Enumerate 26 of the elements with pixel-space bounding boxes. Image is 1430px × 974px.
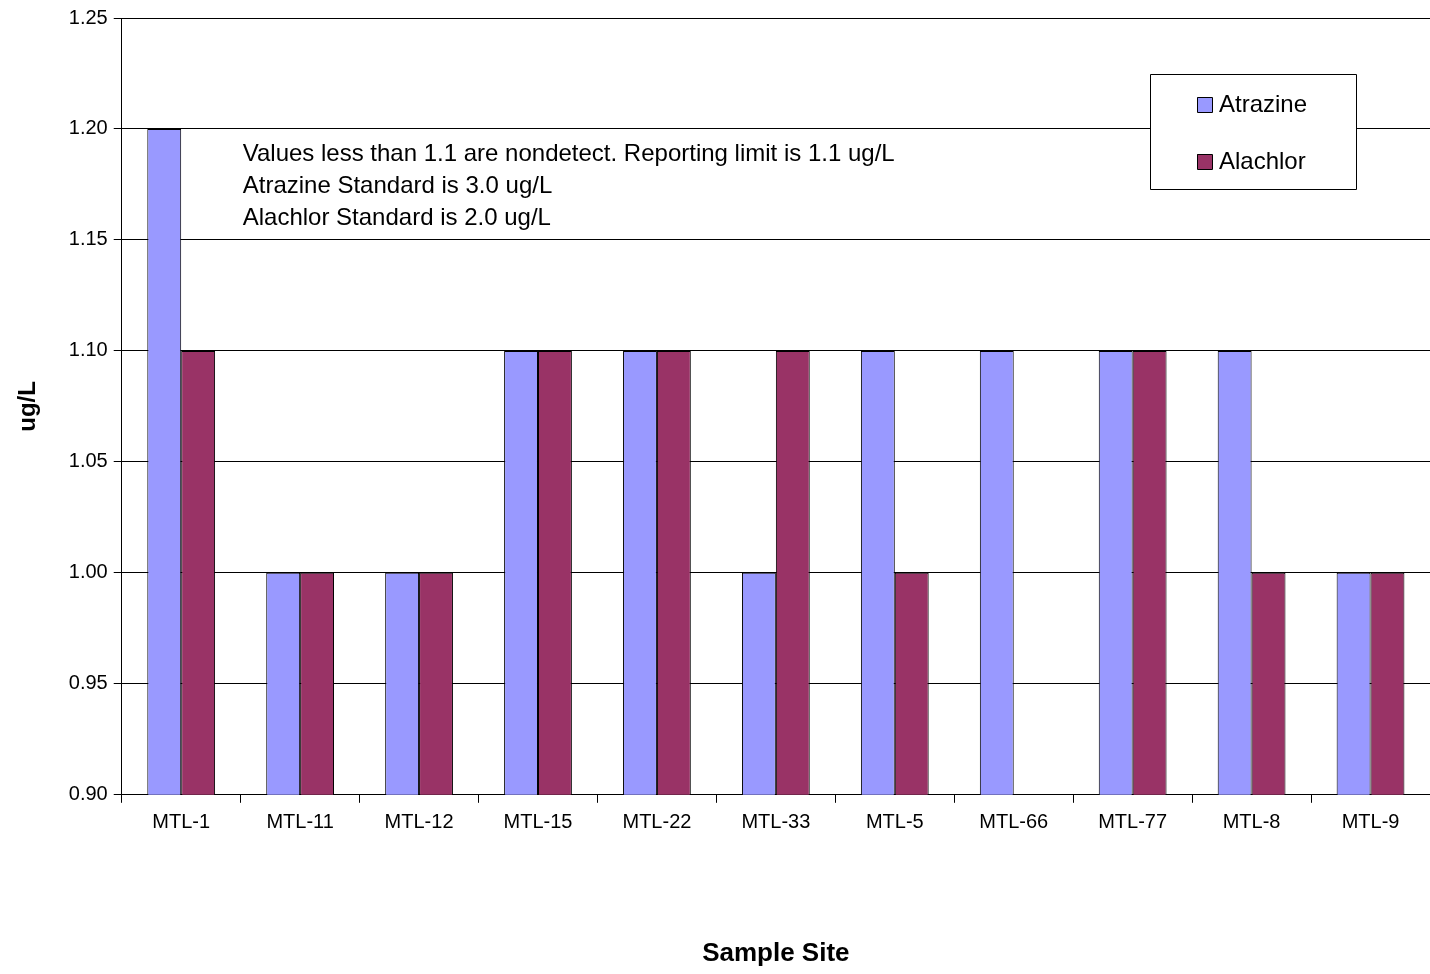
x-tick-label: MTL-9 xyxy=(1341,810,1400,833)
x-tick-label: MTL-12 xyxy=(384,810,454,833)
y-tick-label: 1.15 xyxy=(68,227,108,250)
y-tick-label: 0.95 xyxy=(68,671,108,694)
x-tick-label: MTL-8 xyxy=(1222,810,1281,833)
x-tick-label: MTL-22 xyxy=(622,810,692,833)
legend-label: Atrazine xyxy=(1219,89,1308,117)
y-axis-title: ug/L xyxy=(13,381,41,432)
y-tick-label: 1.10 xyxy=(68,338,108,361)
x-tick-label: MTL-33 xyxy=(741,810,811,833)
x-tick-label: MTL-77 xyxy=(1098,810,1168,833)
y-tick-label: 0.90 xyxy=(68,782,108,805)
y-tick-label: 1.00 xyxy=(68,560,108,583)
x-tick-label: MTL-1 xyxy=(152,810,211,833)
y-tick-label: 1.20 xyxy=(68,116,108,139)
x-tick-label: MTL-5 xyxy=(865,810,924,833)
x-tick-label: MTL-66 xyxy=(979,810,1049,833)
x-axis-title: Sample Site xyxy=(702,936,850,967)
annotation: Atrazine Standard is 3.0 ug/L xyxy=(242,170,553,198)
annotation: Values less than 1.1 are nondetect. Reporting limit is 1.1 ug/L xyxy=(242,138,895,166)
y-tick-label: 1.05 xyxy=(68,449,108,472)
x-tick-label: MTL-15 xyxy=(503,810,573,833)
legend-label: Alachlor xyxy=(1219,146,1306,174)
x-tick-label: MTL-11 xyxy=(266,810,334,833)
annotation: Alachlor Standard is 2.0 ug/L xyxy=(242,202,551,230)
y-tick-label: 1.25 xyxy=(68,5,108,28)
